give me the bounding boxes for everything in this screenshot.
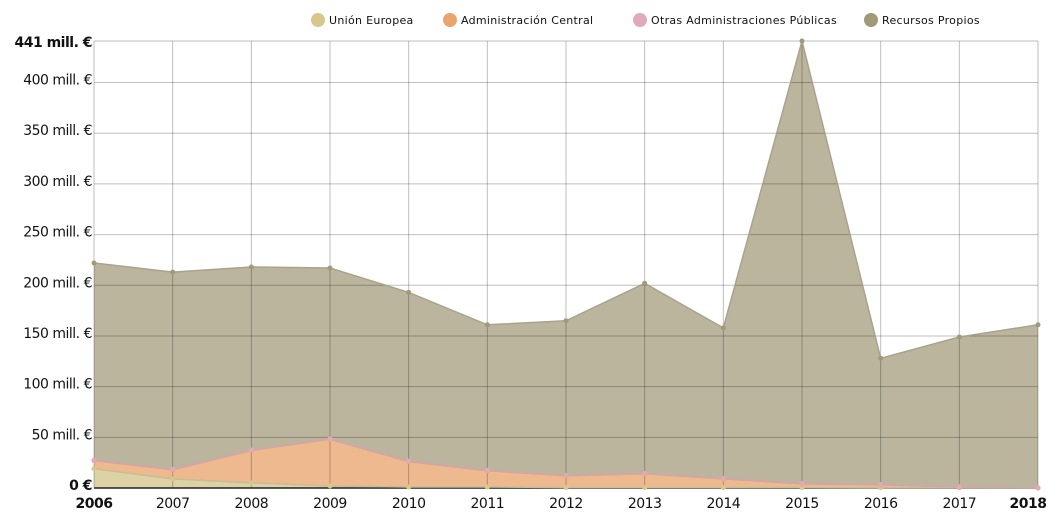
point [799,480,805,486]
y-tick-label: 200 mill. € [23,275,92,291]
point [170,269,176,275]
point [406,458,412,464]
point [248,264,254,270]
point [406,289,412,295]
point [484,322,490,328]
x-tick-label: 2016 [864,496,898,512]
point [1035,485,1041,491]
point [327,436,333,442]
x-tick-label: 2014 [707,496,741,512]
point [91,457,97,463]
point [720,325,726,331]
x-tick-label: 2007 [156,496,190,512]
y-tick-label: 100 mill. € [23,377,92,393]
point [484,467,490,473]
point [642,484,648,490]
point [1035,322,1041,328]
legend-label: Administración Central [461,14,593,27]
point [878,355,884,361]
legend-swatch [633,13,647,27]
point [956,484,962,490]
x-tick-label: 2015 [785,496,819,512]
legend-label: Recursos Propios [882,14,980,27]
point [878,481,884,487]
point [563,484,569,490]
x-tick-label: 2008 [235,496,269,512]
legend-swatch [443,13,457,27]
point [563,318,569,324]
point [720,475,726,481]
legend-swatch [864,13,878,27]
point [642,470,648,476]
point [170,476,176,482]
y-tick-label: 250 mill. € [23,225,92,241]
x-tick-label: 2018 [1010,496,1047,512]
point [327,483,333,489]
point [642,280,648,286]
point [91,466,97,472]
point [248,447,254,453]
point [799,484,805,490]
point [484,484,490,490]
area [94,41,1038,488]
legend-swatch [311,13,325,27]
point [799,38,805,44]
y-tick-label: 400 mill. € [23,73,92,89]
point [248,480,254,486]
point [327,265,333,271]
point [170,466,176,472]
legend-label: Otras Administraciones Públicas [651,14,837,27]
y-tick-label: 300 mill. € [23,174,92,190]
y-tick-label: 150 mill. € [23,326,92,342]
x-tick-label: 2006 [76,496,113,512]
y-tick-label: 0 € [69,478,92,494]
area [94,439,1038,488]
y-tick-label: 441 mill. € [14,35,92,51]
point [956,334,962,340]
x-tick-label: 2009 [313,496,347,512]
point [406,484,412,490]
x-tick-label: 2011 [471,496,505,512]
point [563,472,569,478]
x-tick-label: 2012 [549,496,583,512]
x-tick-label: 2017 [943,496,977,512]
x-tick-label: 2013 [628,496,662,512]
point [91,260,97,266]
y-tick-label: 350 mill. € [23,123,92,139]
area [94,468,1038,488]
point [720,484,726,490]
x-tick-label: 2010 [392,496,426,512]
legend-label: Unión Europea [329,14,414,27]
y-tick-label: 50 mill. € [32,427,92,443]
